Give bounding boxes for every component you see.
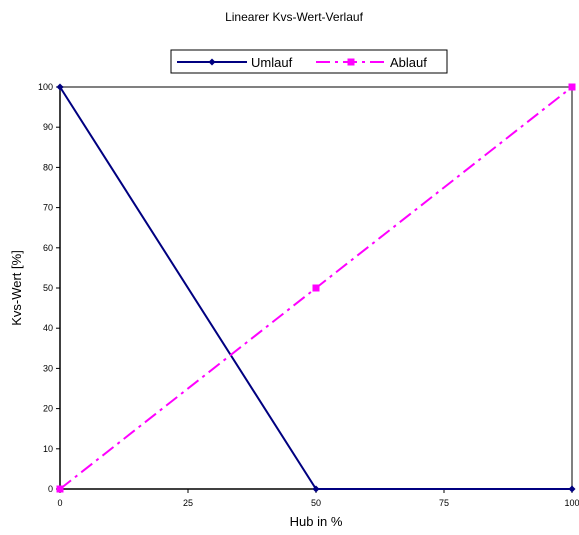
legend-item-umlauf: Umlauf — [177, 55, 293, 70]
x-tick-label: 50 — [311, 498, 321, 508]
data-point-umlauf — [568, 485, 576, 493]
y-tick-label: 30 — [43, 363, 53, 373]
y-tick-label: 20 — [43, 404, 53, 414]
x-tick-label: 75 — [439, 498, 449, 508]
x-axis-title: Hub in % — [290, 514, 343, 529]
series-layer — [56, 83, 576, 493]
legend-box — [170, 49, 448, 74]
y-tick-label: 40 — [43, 323, 53, 333]
y-tick-label: 80 — [43, 162, 53, 172]
y-tick-label: 0 — [48, 484, 53, 494]
legend-marker-ablauf — [347, 58, 355, 66]
x-tick-label: 100 — [564, 498, 579, 508]
legend: Umlauf Ablauf — [170, 49, 448, 74]
legend-label-ablauf: Ablauf — [390, 55, 427, 70]
y-axis: 0 10 20 30 40 50 60 70 80 90 100 — [38, 82, 61, 494]
series-ablauf — [56, 83, 576, 493]
x-tick-label: 0 — [57, 498, 62, 508]
legend-label-umlauf: Umlauf — [251, 55, 293, 70]
y-tick-label: 10 — [43, 444, 53, 454]
y-axis-title: Kvs-Wert [%] — [9, 250, 24, 326]
y-tick-label: 50 — [43, 283, 53, 293]
x-axis: 0 25 50 75 100 — [57, 488, 579, 508]
y-tick-label: 100 — [38, 82, 53, 92]
series-umlauf — [56, 83, 576, 493]
y-tick-label: 70 — [43, 203, 53, 213]
data-point-umlauf — [56, 83, 64, 91]
data-point-ablauf — [568, 83, 576, 91]
data-point-umlauf — [312, 485, 320, 493]
data-point-ablauf — [56, 485, 64, 493]
legend-marker-umlauf — [208, 58, 216, 66]
x-tick-label: 25 — [183, 498, 193, 508]
chart-title: Linearer Kvs-Wert-Verlauf — [225, 10, 363, 24]
data-point-ablauf — [312, 284, 320, 292]
legend-item-ablauf: Ablauf — [316, 55, 427, 70]
y-tick-label: 60 — [43, 243, 53, 253]
y-tick-label: 90 — [43, 122, 53, 132]
